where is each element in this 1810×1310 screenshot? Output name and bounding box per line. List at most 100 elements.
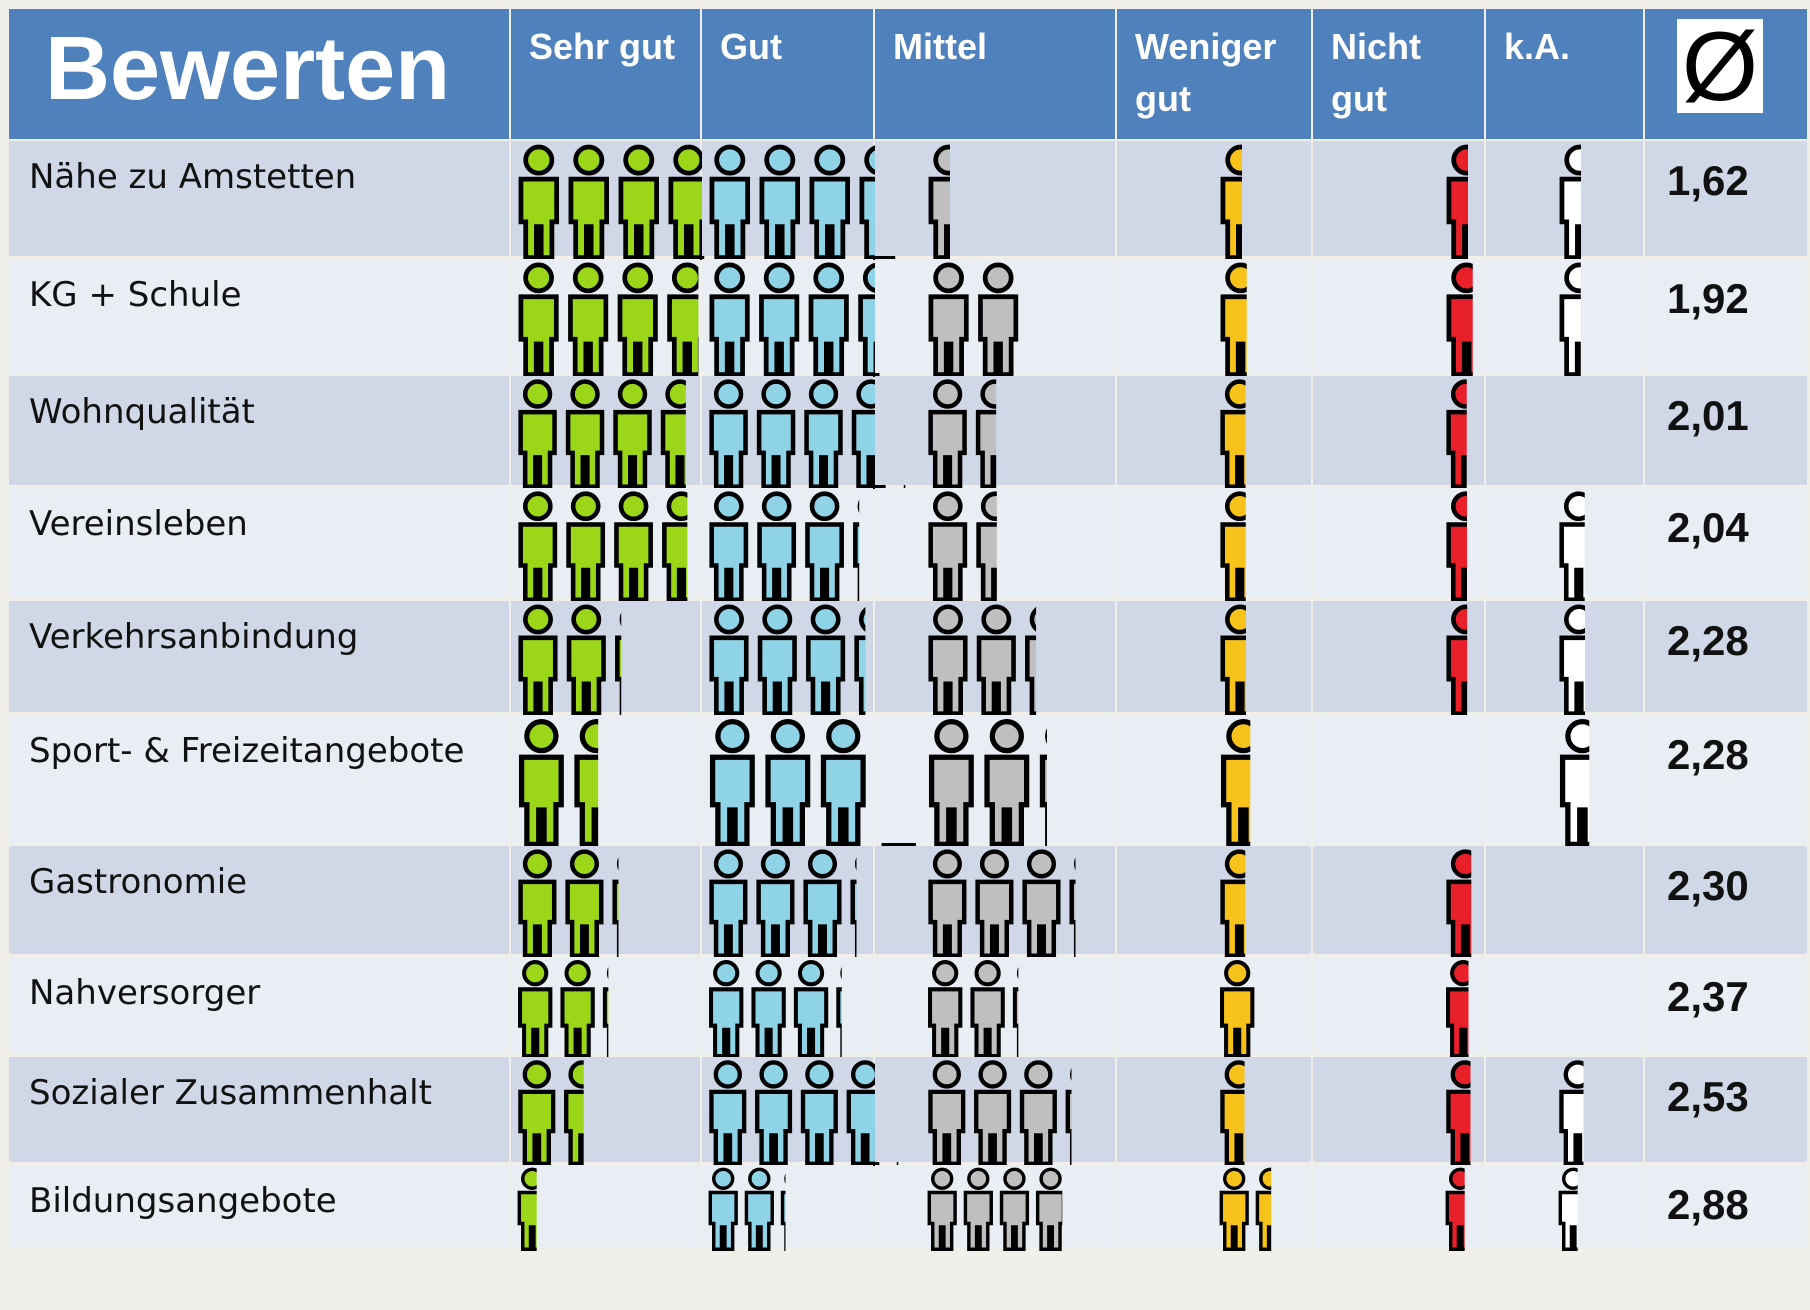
rating-cell (1117, 376, 1311, 485)
rating-cell (1486, 1165, 1643, 1247)
icon-area (511, 715, 700, 855)
rating-cell (702, 376, 873, 485)
average-value: 2,53 (1645, 1057, 1807, 1162)
icon-area (875, 601, 1115, 724)
rating-cell (1117, 141, 1311, 256)
column-header: Gut (702, 9, 873, 139)
people-icons (712, 607, 891, 714)
rating-cell (702, 957, 873, 1054)
rating-cell (875, 846, 1115, 954)
rating-cell (875, 259, 1115, 373)
rating-cell (1313, 488, 1484, 598)
people-icons (1222, 962, 1252, 1056)
icon-area (1313, 376, 1484, 497)
icon-area (1117, 1057, 1311, 1174)
rating-cell (1313, 376, 1484, 485)
people-icons (1449, 607, 1484, 714)
icon-area (1313, 1057, 1484, 1174)
icon-area (702, 259, 873, 385)
page: BewertenSehr gutGutMittelWeniger gutNich… (0, 0, 1810, 1310)
people-icons (1223, 494, 1257, 600)
rating-cell (702, 846, 873, 954)
average-value: 1,92 (1645, 259, 1807, 373)
icon-area (702, 141, 873, 268)
people-icons (930, 962, 1045, 1056)
column-header: Weniger gut (1117, 9, 1311, 139)
icon-area (511, 1165, 700, 1259)
average-value: 1,62 (1645, 141, 1807, 256)
average-value: 2,04 (1645, 488, 1807, 598)
rating-cell (875, 488, 1115, 598)
rating-cell (702, 259, 873, 373)
icon-area (1313, 488, 1484, 610)
people-icons (710, 1169, 808, 1249)
icon-area (875, 1057, 1115, 1174)
column-header: k.A. (1486, 9, 1643, 139)
rating-cell (875, 141, 1115, 256)
row-label: Wohnqualität (9, 376, 509, 485)
rating-cell (511, 601, 700, 712)
average-header: Ø (1645, 9, 1807, 139)
people-icons (521, 265, 705, 375)
icon-area (1117, 376, 1311, 497)
icon-area (1313, 1165, 1484, 1259)
row-label: Nähe zu Amstetten (9, 141, 509, 256)
icon-area (875, 259, 1115, 385)
people-icons (521, 852, 649, 956)
people-icons (1223, 147, 1259, 258)
rating-cell (702, 601, 873, 712)
rating-cell (875, 376, 1115, 485)
rating-cell (875, 715, 1115, 843)
rating-cell (702, 488, 873, 598)
people-icons (712, 265, 896, 375)
icon-area (1486, 376, 1643, 497)
rating-cell (1313, 259, 1484, 373)
rating-cell (1486, 715, 1643, 843)
people-icons (712, 494, 890, 600)
rating-cell (702, 715, 873, 843)
people-icons (1563, 722, 1603, 845)
average-symbol: Ø (1677, 19, 1763, 113)
icon-area (1486, 259, 1643, 385)
icon-area (1313, 957, 1484, 1066)
icon-area (875, 141, 1115, 268)
rating-cell (1486, 846, 1643, 954)
icon-area (875, 376, 1115, 497)
icon-area (1486, 846, 1643, 966)
icon-area (511, 141, 700, 268)
icon-area (511, 957, 700, 1066)
icon-area (702, 376, 873, 497)
people-icons (1223, 607, 1258, 714)
row-label: Sozialer Zusammenhalt (9, 1057, 509, 1162)
average-value: 2,28 (1645, 715, 1807, 843)
average-value: 2,30 (1645, 846, 1807, 954)
icon-area (511, 488, 700, 610)
rating-cell (1117, 259, 1311, 373)
row-label: Bildungsangebote (9, 1165, 509, 1247)
people-icons (519, 1169, 545, 1249)
people-icons (711, 962, 869, 1056)
people-icons (1449, 265, 1484, 375)
rating-cell (1117, 846, 1311, 954)
table-title: Bewerten (9, 9, 509, 139)
rating-cell (1313, 715, 1484, 843)
icon-area (1313, 141, 1484, 268)
rating-cell (1117, 488, 1311, 598)
people-icons (1560, 1169, 1586, 1249)
icon-area (875, 1165, 1115, 1259)
icon-area (1117, 601, 1311, 724)
people-icons (931, 494, 1013, 600)
icon-area (1486, 1057, 1643, 1174)
rating-cell (1117, 957, 1311, 1054)
rating-cell (1117, 1165, 1311, 1247)
people-icons (1223, 382, 1257, 487)
icon-area (1486, 488, 1643, 610)
rating-cell (511, 376, 700, 485)
rating-cell (702, 1165, 873, 1247)
rating-cell (1486, 259, 1643, 373)
rating-cell (1313, 1057, 1484, 1162)
people-icons (712, 852, 887, 956)
rating-cell (1486, 488, 1643, 598)
row-label: Sport- & Freizeitangebote (9, 715, 509, 843)
rating-cell (1313, 141, 1484, 256)
